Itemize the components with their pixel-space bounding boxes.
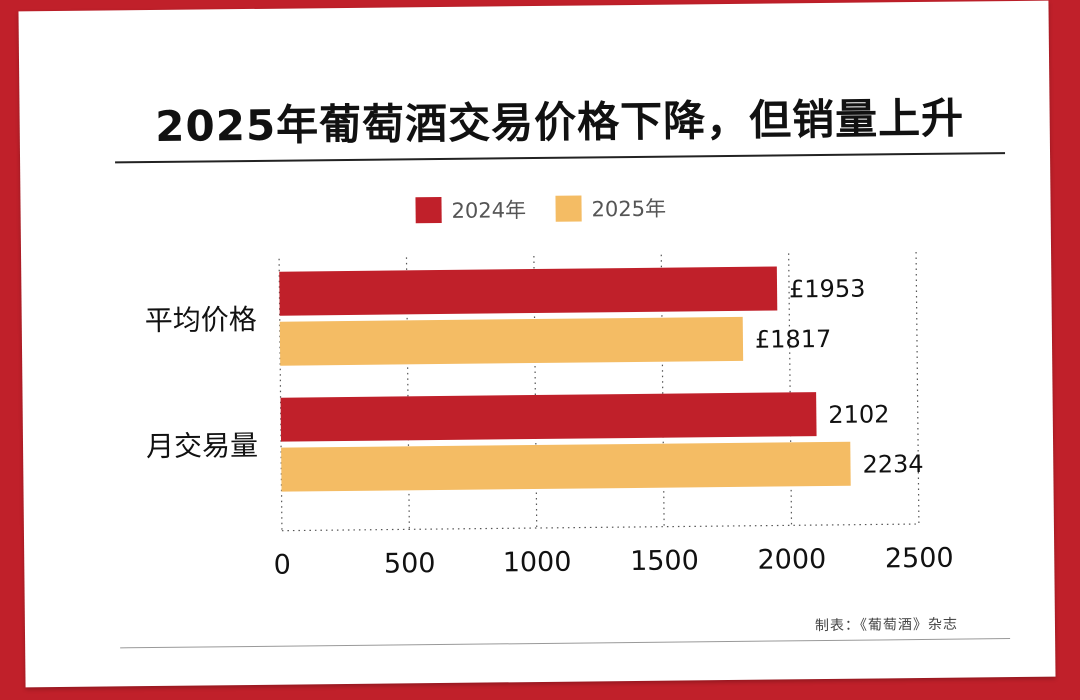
bar-value-label: £1953 [789,275,866,304]
bar-value-label: 2102 [828,400,889,429]
chart-bars: £1953 £1817 2102 2234 [279,266,924,492]
bar-2025年-月交易量 [281,441,851,492]
x-tick-label: 2000 [757,544,826,576]
category-label: 平均价格 [145,303,257,337]
bar-value-label: 2234 [862,450,923,479]
legend-label: 2025年 [591,197,666,222]
legend-swatch-2025年 [555,195,582,222]
x-tick-label: 1000 [503,547,572,579]
x-tick-label: 1500 [630,545,699,577]
x-tick-label: 500 [384,548,436,580]
x-tick-label: 2500 [885,543,954,575]
chart-legend: 2024年 2025年 [415,195,666,224]
chart-card: 2025年葡萄酒交易价格下降，但销量上升 2024年 2025年 £1953 £18… [18,0,1056,688]
bar-2024年-月交易量 [280,392,817,442]
bar-value-label: £1817 [755,325,832,354]
legend-label: 2024年 [451,198,526,223]
bar-2025年-平均价格 [279,316,744,366]
legend-swatch-2024年 [415,196,442,224]
bar-2024年-平均价格 [279,266,778,316]
gridline-2500 [915,252,920,525]
x-axis-ticks: 0 500 1000 1500 2000 2500 [274,543,954,581]
category-label: 月交易量 [146,429,258,463]
x-tick-label: 0 [274,550,292,581]
footer-rule [120,638,1011,649]
x-axis-baseline [281,523,919,532]
source-note: 制表：《葡萄酒》杂志 [814,616,959,635]
